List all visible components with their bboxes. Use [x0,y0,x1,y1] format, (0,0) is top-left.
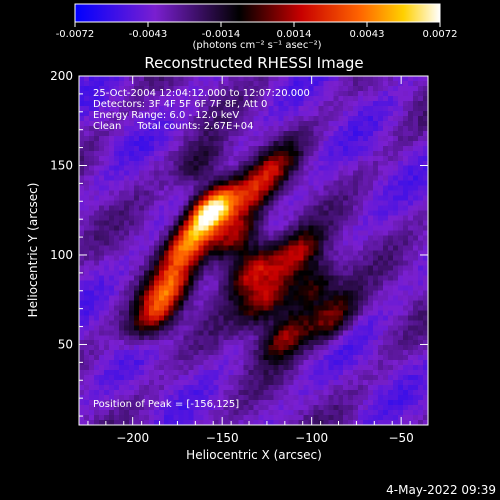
colorbar-tick-label: -0.0072 [56,29,95,40]
heatmap-image [79,76,428,425]
colorbar-unit-label: (photons cm⁻² s⁻¹ asec⁻²) [192,40,321,51]
colorbar-tick-label: -0.0014 [202,29,241,40]
colorbar-tick-label: 0.0072 [423,29,458,40]
footer-timestamp: 4-May-2022 09:39 [386,483,496,497]
y-axis-ticks: 50 100 150 200 [50,69,428,417]
annotation-energy-range: Energy Range: 6.0 - 12.0 keV [93,110,239,121]
colorbar-gradient [74,3,441,23]
y-tick-label: 100 [50,248,73,262]
plot-area: −200 −150 −100 −50 50 100 150 200 25-Oct-2004 … [50,69,429,445]
y-axis-label: Heliocentric Y (arcsec) [26,183,40,318]
x-tick-label: −200 [116,431,149,445]
colorbar-ticks: -0.0072 -0.0043 -0.0014 0.0014 0.0043 0.0072 [56,22,458,40]
chart-title: Reconstructed RHESSI Image [144,54,363,72]
colorbar-tick-label: -0.0043 [129,29,168,40]
y-tick-label: 50 [58,337,73,351]
annotation-detectors: Detectors: 3F 4F 5F 6F 7F 8F, Att 0 [93,99,267,110]
annotation-time-range: 25-Oct-2004 12:04:12.000 to 12:07:20.000 [93,88,310,99]
x-tick-label: −100 [295,431,328,445]
x-axis-ticks: −200 −150 −100 −50 [87,76,414,445]
peak-position-label: Position of Peak = [-156,125] [93,399,239,410]
plot-frame [78,75,429,426]
colorbar-tick-label: 0.0014 [277,29,312,40]
annotation-block: 25-Oct-2004 12:04:12.000 to 12:07:20.000… [93,88,310,132]
y-tick-label: 200 [50,69,73,83]
colorbar-tick-label: 0.0043 [350,29,385,40]
x-tick-label: −50 [388,431,413,445]
y-tick-label: 150 [50,158,73,172]
annotation-clean-counts: Clean Total counts: 2.67E+04 [93,121,253,132]
x-tick-label: −150 [206,431,239,445]
colorbar: -0.0072 -0.0043 -0.0014 0.0014 0.0043 0.0072 … [56,3,458,51]
x-axis-label: Heliocentric X (arcsec) [186,448,322,462]
